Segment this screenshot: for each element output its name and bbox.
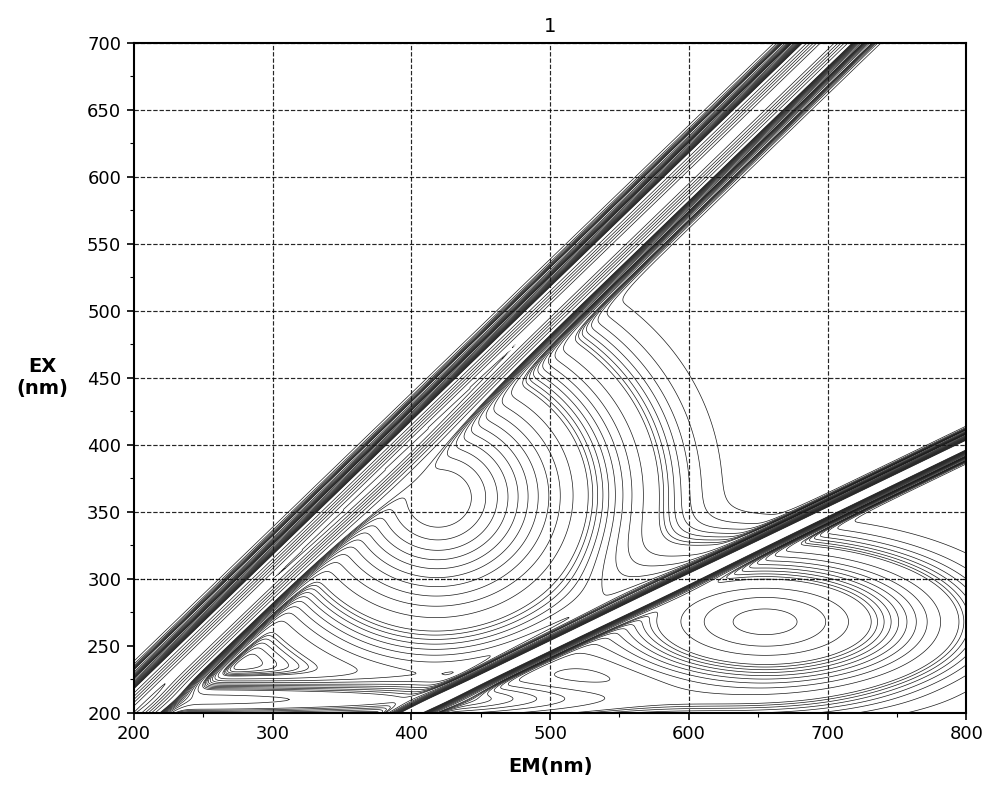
- Title: 1: 1: [544, 17, 556, 36]
- X-axis label: EM(nm): EM(nm): [508, 757, 592, 776]
- Y-axis label: EX
(nm): EX (nm): [17, 358, 69, 398]
